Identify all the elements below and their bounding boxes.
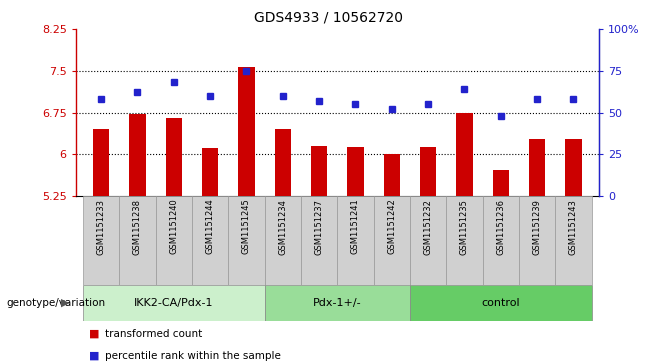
Bar: [93, 129, 109, 196]
Text: ▶: ▶: [61, 298, 69, 308]
Text: GSM1151241: GSM1151241: [351, 199, 360, 254]
Bar: [166, 118, 182, 196]
Bar: [83, 285, 265, 321]
Bar: [410, 196, 446, 285]
Text: GSM1151244: GSM1151244: [205, 199, 215, 254]
Text: GSM1151232: GSM1151232: [424, 199, 432, 254]
Text: ■: ■: [89, 329, 99, 339]
Text: transformed count: transformed count: [105, 329, 203, 339]
Bar: [555, 196, 592, 285]
Bar: [301, 196, 338, 285]
Bar: [338, 196, 374, 285]
Bar: [155, 196, 192, 285]
Bar: [347, 147, 364, 196]
Bar: [311, 146, 327, 196]
Bar: [493, 170, 509, 196]
Bar: [265, 285, 410, 321]
Bar: [384, 154, 400, 196]
Bar: [410, 285, 592, 321]
Bar: [228, 196, 265, 285]
Text: GSM1151242: GSM1151242: [387, 199, 396, 254]
Bar: [482, 196, 519, 285]
Bar: [456, 113, 472, 196]
Bar: [192, 196, 228, 285]
Bar: [274, 129, 291, 196]
Text: percentile rank within the sample: percentile rank within the sample: [105, 351, 281, 361]
Bar: [374, 196, 410, 285]
Bar: [420, 147, 436, 196]
Text: GSM1151243: GSM1151243: [569, 199, 578, 254]
Text: GDS4933 / 10562720: GDS4933 / 10562720: [255, 11, 403, 25]
Text: GSM1151245: GSM1151245: [242, 199, 251, 254]
Bar: [265, 196, 301, 285]
Text: GSM1151233: GSM1151233: [97, 199, 105, 255]
Bar: [519, 196, 555, 285]
Bar: [529, 139, 545, 196]
Text: GSM1151236: GSM1151236: [496, 199, 505, 255]
Text: Pdx-1+/-: Pdx-1+/-: [313, 298, 361, 308]
Text: GSM1151235: GSM1151235: [460, 199, 469, 254]
Text: GSM1151234: GSM1151234: [278, 199, 288, 254]
Bar: [238, 68, 255, 196]
Bar: [446, 196, 482, 285]
Bar: [202, 148, 218, 196]
Bar: [119, 196, 155, 285]
Bar: [129, 114, 145, 196]
Text: ■: ■: [89, 351, 99, 361]
Bar: [565, 139, 582, 196]
Text: GSM1151239: GSM1151239: [532, 199, 542, 254]
Text: GSM1151240: GSM1151240: [169, 199, 178, 254]
Text: IKK2-CA/Pdx-1: IKK2-CA/Pdx-1: [134, 298, 213, 308]
Bar: [83, 196, 119, 285]
Text: GSM1151238: GSM1151238: [133, 199, 142, 255]
Text: control: control: [482, 298, 520, 308]
Text: genotype/variation: genotype/variation: [7, 298, 106, 308]
Text: GSM1151237: GSM1151237: [315, 199, 324, 255]
